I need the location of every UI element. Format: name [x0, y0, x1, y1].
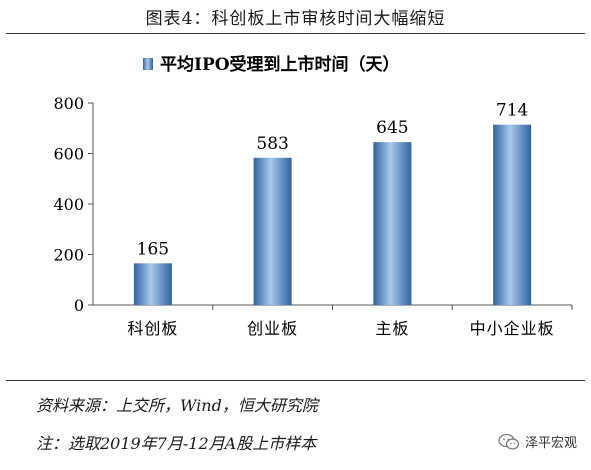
- chart-svg: 平均IPO受理到上市时间（天） 0 200 400 600 800 165 科创板 583 创…: [53, 54, 573, 338]
- brand-watermark: 泽平宏观: [498, 432, 577, 451]
- figure-title: 图表4：科创板上市审核时间大幅缩短: [145, 9, 446, 29]
- bar: [373, 142, 412, 305]
- y-tick-label: 200: [53, 246, 84, 265]
- brand-name: 泽平宏观: [524, 436, 577, 451]
- bar-value-label: 165: [137, 239, 169, 259]
- legend-swatch: [143, 58, 153, 70]
- remark-note: 注：选取2019年7月-12月A股上市样本: [36, 434, 317, 453]
- chart-bars: [133, 124, 532, 305]
- bar: [253, 157, 292, 305]
- chart-legend: 平均IPO受理到上市时间（天）: [143, 54, 400, 75]
- y-tick-label: 800: [53, 94, 84, 113]
- chart-labels: 165 科创板 583 创业板 645 主板 714 中小企业板: [127, 101, 555, 338]
- y-tick-label: 0: [74, 296, 84, 315]
- top-rule: [6, 33, 585, 34]
- y-tick-label: 400: [53, 195, 84, 214]
- bar-value-label: 714: [496, 101, 528, 121]
- source-note: 资料来源：上交所，Wind，恒大研究院: [36, 396, 318, 415]
- bar: [133, 263, 172, 305]
- y-tick-label: 600: [53, 145, 84, 164]
- x-tick-label: 中小企业板: [470, 319, 555, 338]
- legend-label: 平均IPO受理到上市时间（天）: [160, 54, 400, 75]
- bar: [493, 124, 532, 305]
- chart-axes: 0 200 400 600 800: [53, 94, 573, 315]
- bar-value-label: 645: [376, 118, 408, 138]
- bar-chart: 平均IPO受理到上市时间（天） 0 200 400 600 800 165 科创板 583 创…: [0, 40, 591, 345]
- x-tick-label: 创业板: [247, 319, 298, 338]
- x-tick-label: 主板: [375, 319, 409, 338]
- bottom-rule: [6, 380, 585, 381]
- bar-value-label: 583: [256, 134, 288, 154]
- x-tick-label: 科创板: [127, 319, 178, 338]
- wechat-icon: [498, 433, 520, 450]
